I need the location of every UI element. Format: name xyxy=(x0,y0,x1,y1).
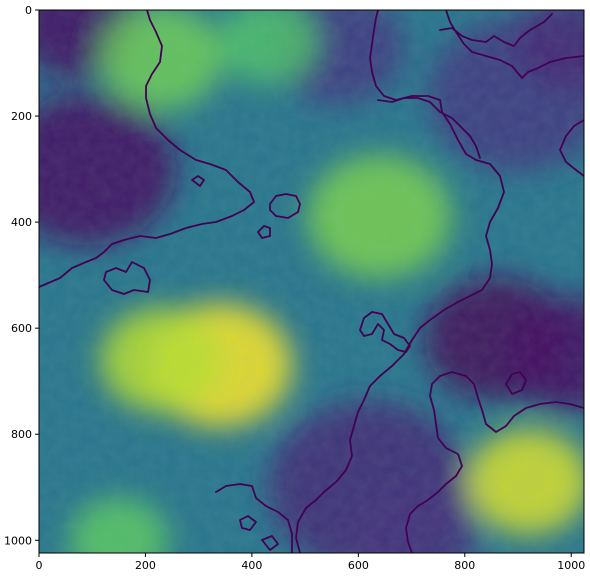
contour-top-right xyxy=(445,10,584,79)
x-tick-label: 800 xyxy=(454,559,475,572)
y-tick-label: 200 xyxy=(11,110,32,123)
contour-left-coast xyxy=(39,10,255,288)
contour-right-shelf xyxy=(377,97,481,159)
y-tick-label: 400 xyxy=(11,216,32,229)
contour-right-edge xyxy=(559,119,584,177)
contour-bottom-left-islands xyxy=(239,515,279,551)
contour-peninsula xyxy=(359,311,411,353)
x-tick-label: 400 xyxy=(241,559,262,572)
contour-right-island xyxy=(505,371,527,395)
y-tick-label: 0 xyxy=(25,4,32,17)
y-tick-label: 600 xyxy=(11,322,32,335)
heatmap-texture xyxy=(39,10,584,553)
contour-left-coast-fringe xyxy=(103,261,151,295)
x-tick-label: 600 xyxy=(348,559,369,572)
contour-islet-a xyxy=(191,175,205,187)
contour-top-right-fringe xyxy=(439,13,553,47)
contour-lines xyxy=(39,10,584,553)
y-tick-label: 800 xyxy=(11,428,32,441)
contour-bottom-left xyxy=(215,483,293,553)
x-tick-label: 0 xyxy=(36,559,43,572)
contour-island-b xyxy=(257,225,271,239)
x-tick-label: 200 xyxy=(135,559,156,572)
contour-right-lower xyxy=(405,371,584,553)
y-tick-label: 1000 xyxy=(4,534,32,547)
axes-frame xyxy=(38,9,585,554)
contour-island-a xyxy=(269,193,301,219)
x-tick-label: 1000 xyxy=(557,559,585,572)
plot-axes: 0 200 400 600 800 1000 0 200 400 600 800 1000 xyxy=(4,4,585,572)
